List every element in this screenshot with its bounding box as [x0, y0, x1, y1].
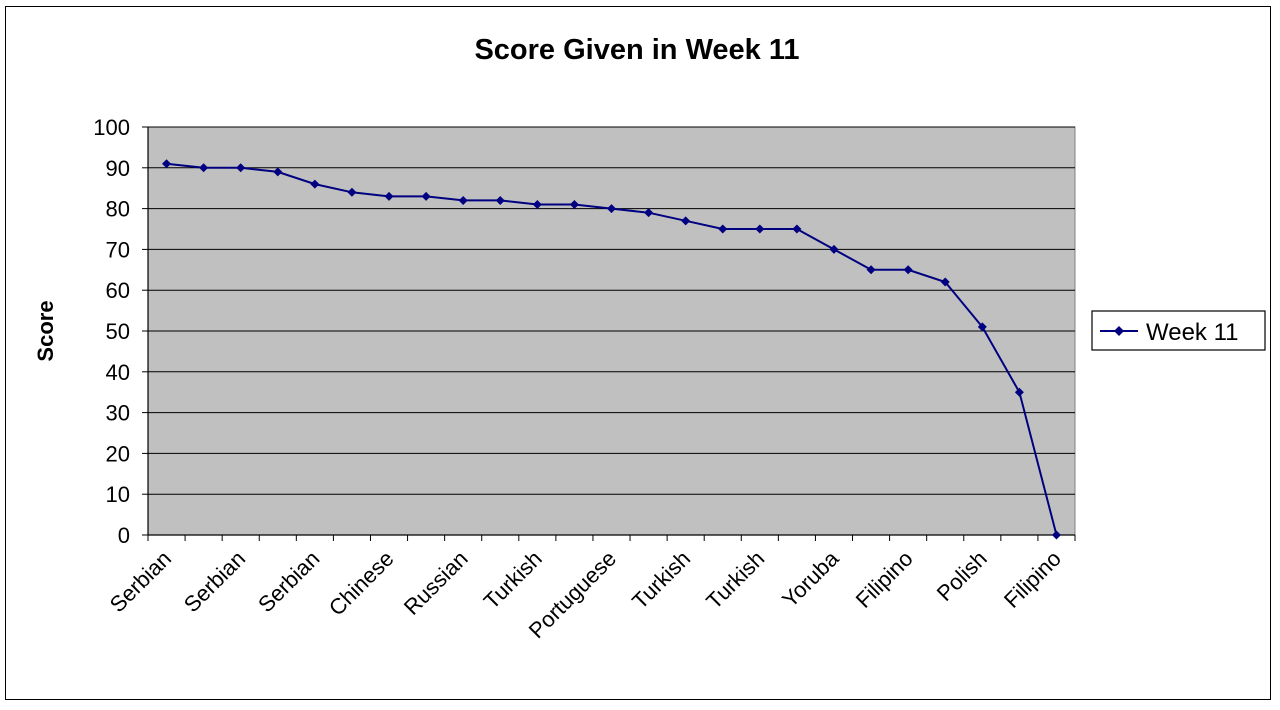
- y-tick-label: 80: [106, 197, 130, 222]
- x-tick-label: Russian: [399, 546, 473, 620]
- y-tick-label: 70: [106, 237, 130, 262]
- x-tick-label: Filipino: [851, 546, 918, 613]
- data-point: [458, 195, 468, 205]
- data-point: [421, 191, 431, 201]
- y-tick-label: 20: [106, 441, 130, 466]
- data-point: [829, 244, 839, 254]
- y-tick-label: 30: [106, 401, 130, 426]
- data-point: [792, 224, 802, 234]
- x-tick-label: Chinese: [324, 546, 399, 621]
- y-tick-label: 40: [106, 360, 130, 385]
- data-point: [1051, 530, 1061, 540]
- data-point: [977, 322, 987, 332]
- x-tick-label: Turkish: [479, 546, 547, 614]
- data-point: [644, 208, 654, 218]
- x-tick-label: Turkish: [701, 546, 769, 614]
- data-point: [569, 200, 579, 210]
- data-point: [866, 265, 876, 275]
- data-point: [755, 224, 765, 234]
- series-week-11: [162, 159, 1061, 540]
- data-point: [273, 167, 283, 177]
- data-point: [718, 224, 728, 234]
- x-tick-label: Yoruba: [777, 545, 844, 612]
- y-tick-label: 50: [106, 319, 130, 344]
- y-tick-label: 100: [93, 115, 130, 140]
- x-tick-label: Polish: [932, 546, 992, 606]
- gridlines: [148, 126, 1075, 495]
- legend: Week 11: [1091, 310, 1266, 351]
- y-tick-label: 60: [106, 278, 130, 303]
- data-point: [347, 187, 357, 197]
- legend-label: Week 11: [1146, 319, 1239, 346]
- data-point: [1014, 387, 1024, 397]
- data-point: [903, 265, 913, 275]
- data-point: [236, 163, 246, 173]
- y-tick-label: 10: [106, 482, 130, 507]
- data-point: [162, 159, 172, 169]
- legend-marker: [1114, 326, 1124, 336]
- data-point: [607, 204, 616, 214]
- data-point: [495, 195, 505, 205]
- y-axis-label: Score: [33, 300, 58, 361]
- x-tick-label: Serbian: [253, 546, 324, 617]
- x-tick-label: Turkish: [627, 546, 695, 614]
- y-tick-label: 0: [118, 523, 130, 548]
- data-point: [681, 216, 691, 226]
- y-tick-label: 90: [106, 156, 130, 181]
- data-point: [940, 277, 950, 287]
- x-tick-label: Filipino: [999, 546, 1066, 613]
- chart-title: Score Given in Week 11: [474, 34, 799, 66]
- x-tick-label: Serbian: [105, 546, 176, 617]
- x-tick-label: Serbian: [179, 546, 250, 617]
- data-point: [199, 163, 209, 173]
- data-point: [532, 200, 542, 210]
- data-point: [384, 191, 394, 201]
- data-point: [310, 179, 320, 189]
